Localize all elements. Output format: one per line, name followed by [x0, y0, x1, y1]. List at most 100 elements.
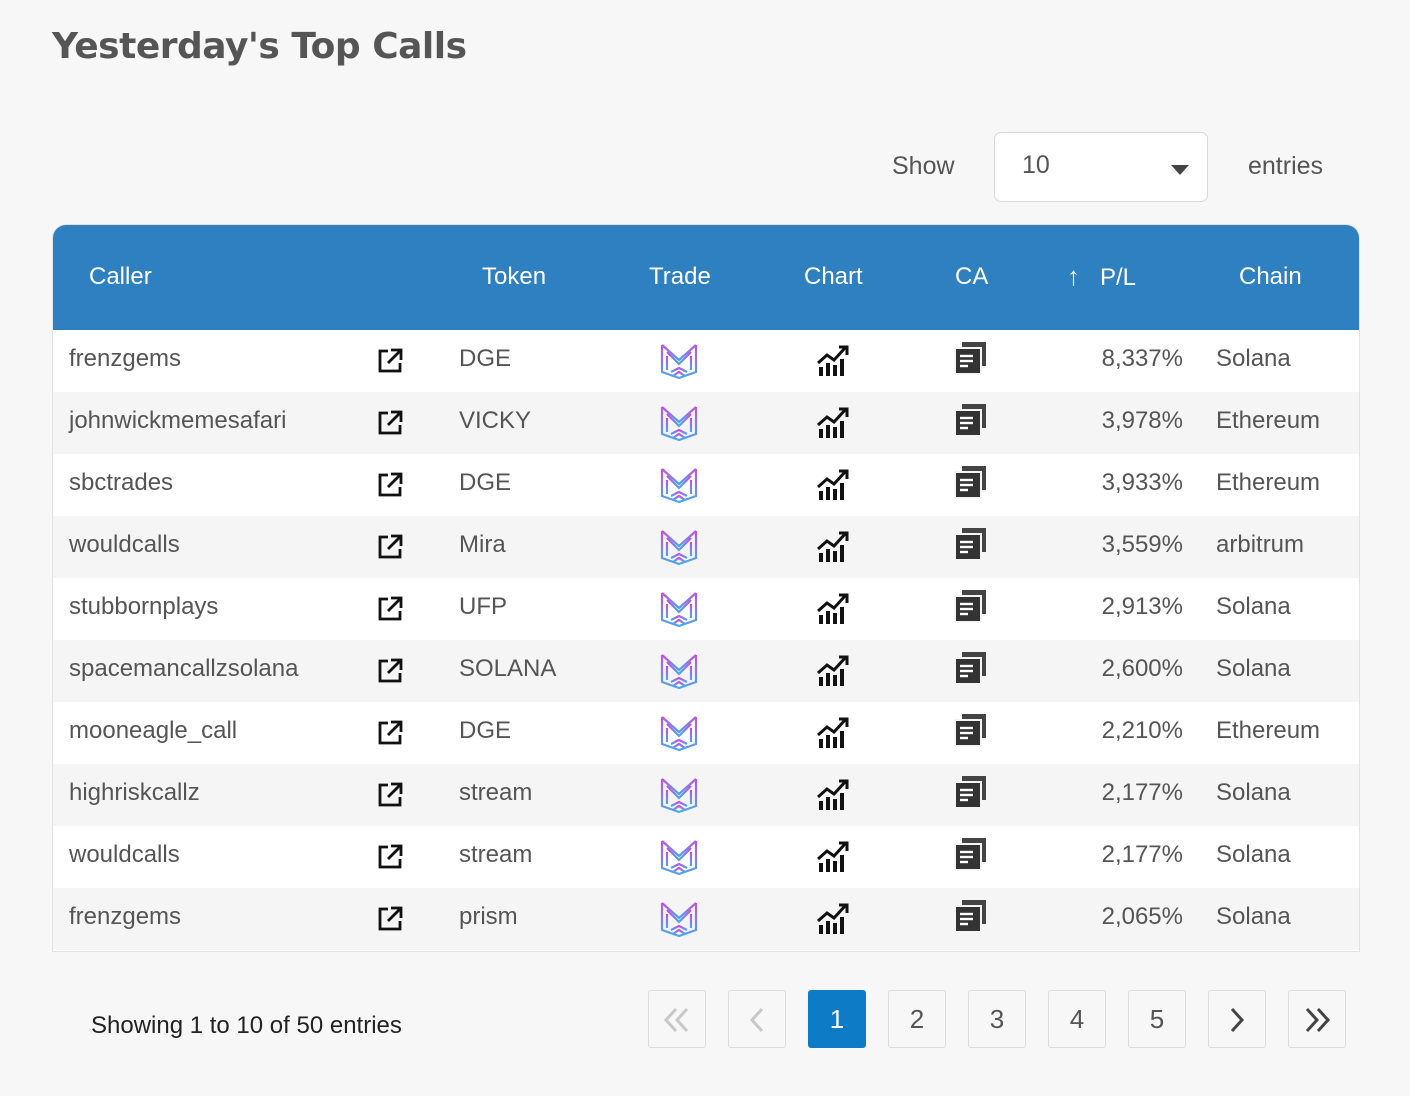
external-link-icon[interactable] — [376, 843, 404, 871]
page-button-3[interactable]: 3 — [968, 990, 1026, 1048]
double-chevron-right-icon — [1305, 1007, 1331, 1033]
table-row: sbctrades DGE 3,933% Ethereum — [53, 454, 1359, 516]
trade-logo-icon[interactable] — [659, 900, 699, 938]
chart-growth-icon[interactable] — [816, 343, 850, 377]
chain-name: Solana — [1216, 345, 1291, 372]
copy-contract-icon[interactable] — [953, 712, 989, 748]
chart-growth-icon[interactable] — [816, 653, 850, 687]
external-link-icon[interactable] — [376, 595, 404, 623]
prev-page-button[interactable] — [728, 990, 786, 1048]
header-caller[interactable]: Caller — [89, 263, 152, 290]
chain-name: Ethereum — [1216, 469, 1321, 496]
profit-loss-value: 2,065% — [1101, 903, 1183, 930]
caller-name: frenzgems — [69, 903, 182, 930]
table-row: frenzgems prism 2,065% Solana — [53, 888, 1359, 950]
page-button-2[interactable]: 2 — [888, 990, 946, 1048]
chart-growth-icon[interactable] — [816, 777, 850, 811]
entries-select[interactable]: 10 — [994, 132, 1208, 202]
header-pl[interactable]: ↑ P/L — [1067, 261, 1136, 292]
chain-name: arbitrum — [1216, 531, 1305, 558]
table-header: Caller Token Trade Chart CA ↑ P/L Chain — [53, 225, 1359, 330]
token-symbol: DGE — [459, 469, 512, 496]
entries-select-value: 10 — [1022, 151, 1050, 179]
chain-name: Solana — [1216, 593, 1291, 620]
chain-name: Solana — [1216, 903, 1291, 930]
caller-name: highriskcallz — [69, 779, 200, 806]
caller-name: frenzgems — [69, 345, 182, 372]
caller-name: sbctrades — [69, 469, 174, 496]
calls-table: Caller Token Trade Chart CA ↑ P/L Chain f… — [52, 224, 1360, 952]
header-chain[interactable]: Chain — [1239, 263, 1302, 290]
external-link-icon[interactable] — [376, 781, 404, 809]
table-body: frenzgems DGE 8,337% Solana johnwickmemesafa… — [53, 330, 1359, 950]
trade-logo-icon[interactable] — [659, 714, 699, 752]
caller-name: stubbornplays — [69, 593, 219, 620]
copy-contract-icon[interactable] — [953, 588, 989, 624]
copy-contract-icon[interactable] — [953, 650, 989, 686]
table-row: johnwickmemesafari VICKY 3,978% Ethereum — [53, 392, 1359, 454]
chevron-right-icon — [1230, 1007, 1245, 1033]
token-symbol: DGE — [459, 345, 512, 372]
trade-logo-icon[interactable] — [659, 466, 699, 504]
profit-loss-value: 2,177% — [1101, 841, 1183, 868]
caller-name: spacemancallzsolana — [69, 655, 299, 682]
external-link-icon[interactable] — [376, 533, 404, 561]
copy-contract-icon[interactable] — [953, 340, 989, 376]
chart-growth-icon[interactable] — [816, 405, 850, 439]
chart-growth-icon[interactable] — [816, 839, 850, 873]
trade-logo-icon[interactable] — [659, 652, 699, 690]
trade-logo-icon[interactable] — [659, 528, 699, 566]
page-button-1[interactable]: 1 — [808, 990, 866, 1048]
page-button-5[interactable]: 5 — [1128, 990, 1186, 1048]
show-label: Show — [892, 152, 955, 180]
page-button-4[interactable]: 4 — [1048, 990, 1106, 1048]
chain-name: Solana — [1216, 779, 1291, 806]
header-trade[interactable]: Trade — [649, 263, 711, 290]
caller-name: wouldcalls — [69, 531, 180, 558]
chart-growth-icon[interactable] — [816, 715, 850, 749]
chart-growth-icon[interactable] — [816, 467, 850, 501]
external-link-icon[interactable] — [376, 657, 404, 685]
trade-logo-icon[interactable] — [659, 776, 699, 814]
last-page-button[interactable] — [1288, 990, 1346, 1048]
token-symbol: UFP — [459, 593, 507, 620]
token-symbol: VICKY — [459, 407, 532, 434]
external-link-icon[interactable] — [376, 409, 404, 437]
profit-loss-value: 2,177% — [1101, 779, 1183, 806]
copy-contract-icon[interactable] — [953, 898, 989, 934]
next-page-button[interactable] — [1208, 990, 1266, 1048]
chain-name: Solana — [1216, 841, 1291, 868]
profit-loss-value: 2,913% — [1101, 593, 1183, 620]
trade-logo-icon[interactable] — [659, 590, 699, 628]
external-link-icon[interactable] — [376, 347, 404, 375]
header-token[interactable]: Token — [482, 263, 547, 290]
header-ca[interactable]: CA — [955, 263, 989, 290]
table-row: highriskcallz stream 2,177% Solana — [53, 764, 1359, 826]
chart-growth-icon[interactable] — [816, 529, 850, 563]
profit-loss-value: 2,210% — [1101, 717, 1183, 744]
first-page-button[interactable] — [648, 990, 706, 1048]
copy-contract-icon[interactable] — [953, 836, 989, 872]
token-symbol: stream — [459, 779, 533, 806]
trade-logo-icon[interactable] — [659, 342, 699, 380]
token-symbol: stream — [459, 841, 533, 868]
caller-name: wouldcalls — [69, 841, 180, 868]
external-link-icon[interactable] — [376, 905, 404, 933]
header-chart[interactable]: Chart — [804, 263, 863, 290]
copy-contract-icon[interactable] — [953, 774, 989, 810]
entries-label: entries — [1248, 152, 1324, 180]
external-link-icon[interactable] — [376, 719, 404, 747]
trade-logo-icon[interactable] — [659, 838, 699, 876]
external-link-icon[interactable] — [376, 471, 404, 499]
copy-contract-icon[interactable] — [953, 464, 989, 500]
chart-growth-icon[interactable] — [816, 591, 850, 625]
chart-growth-icon[interactable] — [816, 901, 850, 935]
table-row: wouldcalls stream 2,177% Solana — [53, 826, 1359, 888]
profit-loss-value: 8,337% — [1101, 345, 1183, 372]
trade-logo-icon[interactable] — [659, 404, 699, 442]
copy-contract-icon[interactable] — [953, 526, 989, 562]
chain-name: Ethereum — [1216, 717, 1321, 744]
sort-arrow-up-icon: ↑ — [1067, 261, 1080, 291]
copy-contract-icon[interactable] — [953, 402, 989, 438]
